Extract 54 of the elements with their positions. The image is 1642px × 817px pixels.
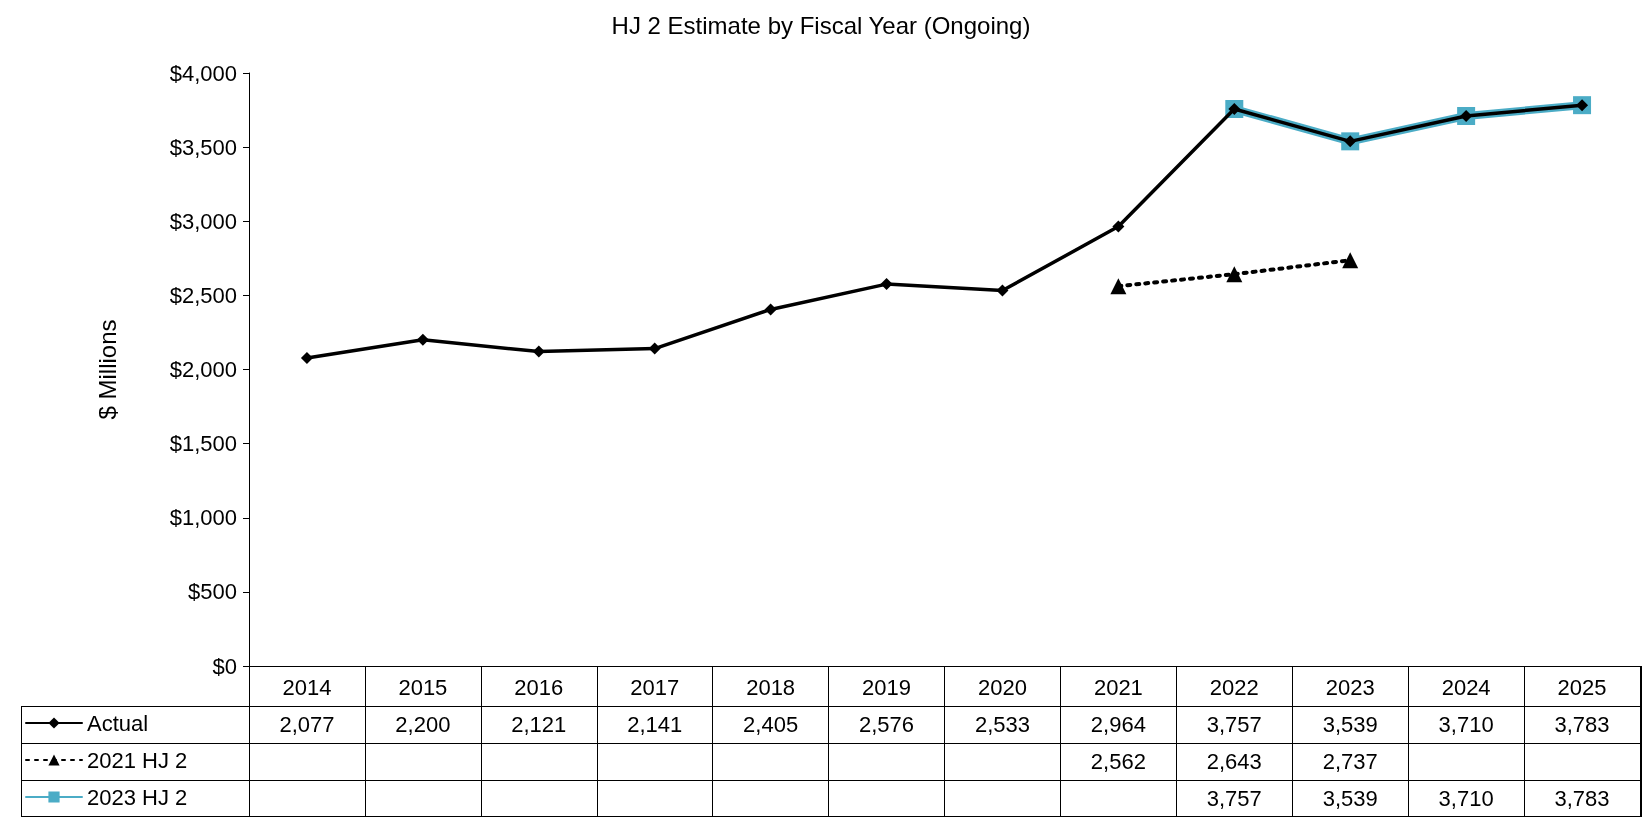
- y-tick-label: $3,500: [169, 134, 237, 160]
- x-tick-label: 2020: [977, 674, 1027, 700]
- point: [300, 352, 313, 365]
- data-label: 2,200: [394, 711, 452, 739]
- y-tick-label: $1,500: [169, 431, 237, 457]
- y-tick-label: $500: [188, 579, 237, 605]
- y-tick-label: $3,000: [169, 208, 237, 234]
- point: [416, 333, 429, 346]
- y-axis-title: $ Millions: [93, 319, 121, 420]
- x-tick-label: 2025: [1557, 674, 1607, 700]
- x-tick-label: 2018: [746, 674, 796, 700]
- data-label: 3,757: [1205, 711, 1263, 739]
- data-label: 2,405: [742, 711, 800, 739]
- point: [764, 303, 777, 316]
- point: [1342, 252, 1359, 269]
- data-label: 2,533: [973, 711, 1031, 739]
- data-label: 3,783: [1553, 711, 1611, 739]
- data-label: 2,141: [626, 711, 684, 739]
- legend-label: 2021 HJ 2: [87, 747, 188, 773]
- y-tick-label: $4,000: [169, 60, 237, 86]
- data-label: 2,737: [1321, 748, 1379, 776]
- y-tick-label: $2,000: [169, 357, 237, 382]
- x-tick-label: 2024: [1441, 674, 1491, 700]
- data-label: 3,539: [1321, 785, 1379, 813]
- x-tick-label: 2016: [514, 674, 564, 700]
- x-tick-label: 2023: [1325, 674, 1375, 700]
- data-label: 3,539: [1321, 711, 1379, 739]
- data-label: 3,757: [1205, 785, 1263, 813]
- legend-label: 2023 HJ 2: [87, 784, 188, 810]
- chart-title: HJ 2 Estimate by Fiscal Year (Ongoing): [611, 11, 1031, 39]
- point: [532, 345, 545, 358]
- data-label: 3,783: [1553, 785, 1611, 813]
- x-tick-label: 2021: [1093, 674, 1143, 700]
- data-label: 3,710: [1437, 785, 1495, 813]
- data-label: 2,077: [278, 711, 336, 739]
- x-tick-label: 2015: [398, 674, 448, 700]
- x-tick-label: 2019: [862, 674, 912, 700]
- point: [1110, 278, 1127, 295]
- x-tick-label: 2014: [282, 674, 332, 700]
- y-tick-label: $2,500: [169, 282, 237, 308]
- y-tick-label: $1,000: [169, 505, 237, 531]
- legend-label: Actual: [87, 710, 149, 736]
- y-tick-label: $0: [212, 653, 237, 679]
- data-label: 3,710: [1437, 711, 1495, 739]
- point: [1226, 266, 1243, 283]
- data-label: 2,576: [858, 711, 916, 739]
- data-label: 2,643: [1205, 748, 1263, 776]
- point: [880, 278, 893, 291]
- point: [1112, 220, 1125, 233]
- data-label: 2,121: [510, 711, 568, 739]
- data-label: 2,964: [1089, 711, 1147, 739]
- data-label: 2,562: [1089, 748, 1147, 776]
- x-tick-label: 2017: [630, 674, 680, 700]
- x-tick-label: 2022: [1209, 674, 1259, 700]
